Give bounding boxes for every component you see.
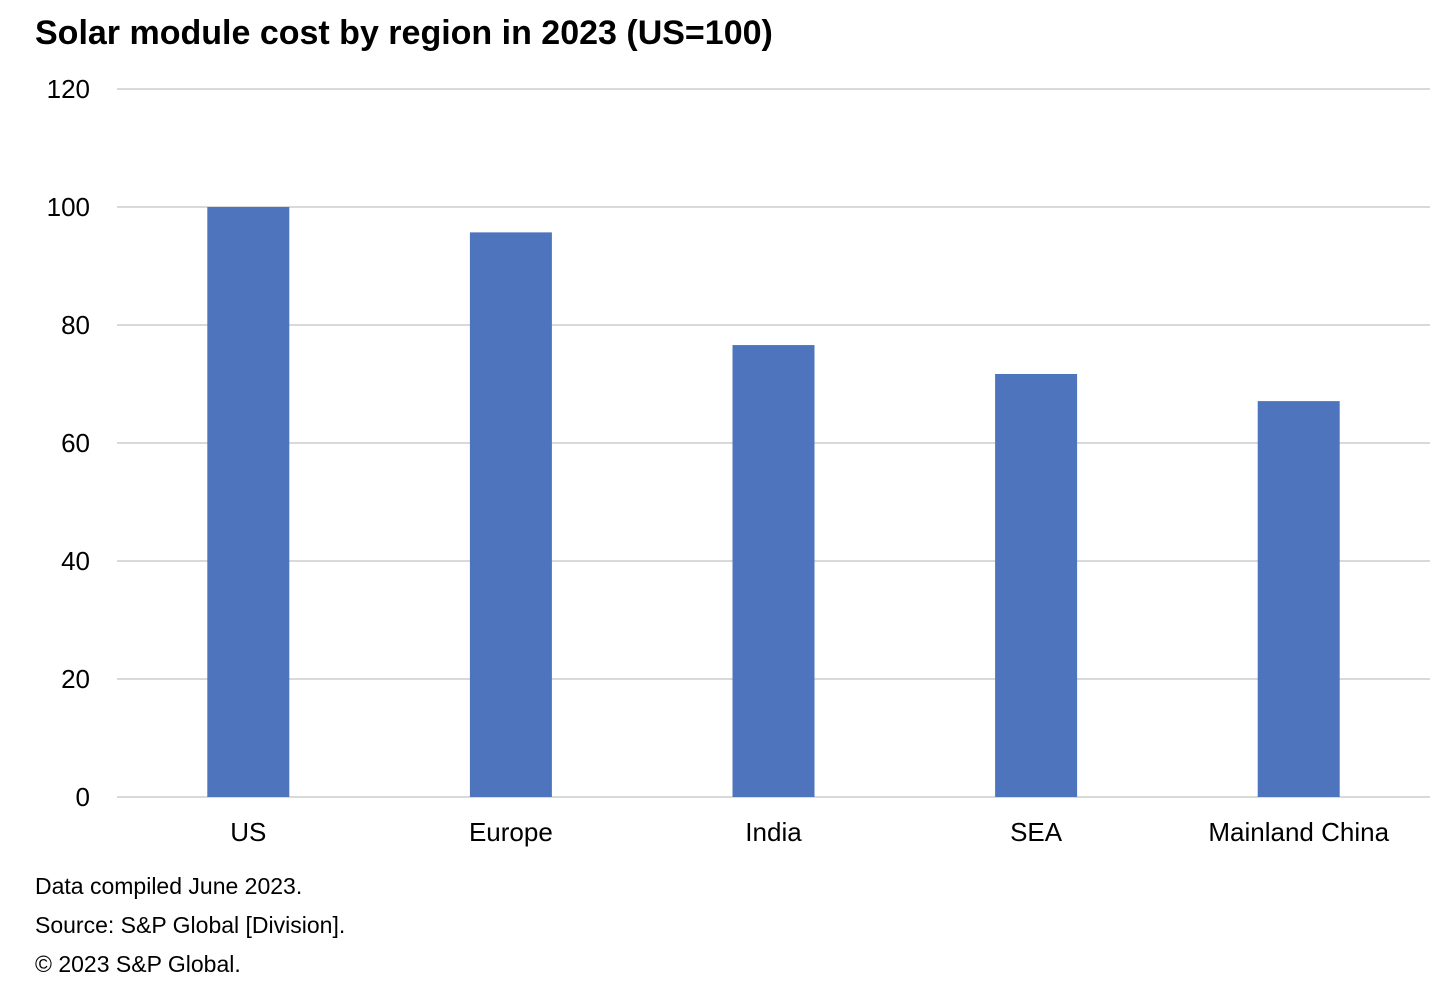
bar-india bbox=[732, 345, 815, 797]
bar-mainland-china bbox=[1257, 401, 1340, 797]
x-category-label: SEA bbox=[1010, 817, 1063, 847]
source-note: Source: S&P Global [Division]. bbox=[35, 912, 346, 938]
y-tick-label: 40 bbox=[61, 546, 90, 576]
x-category-label: Mainland China bbox=[1208, 817, 1389, 847]
y-tick-label: 80 bbox=[61, 310, 90, 340]
x-category-label: Europe bbox=[469, 817, 553, 847]
data-compiled-note: Data compiled June 2023. bbox=[35, 873, 303, 899]
bar-sea bbox=[995, 373, 1078, 797]
x-axis-category-labels: US Europe India SEA Mainland China bbox=[230, 817, 1389, 847]
x-category-label: India bbox=[745, 817, 802, 847]
y-tick-label: 0 bbox=[76, 782, 90, 812]
bar-europe bbox=[469, 232, 552, 797]
bars bbox=[207, 207, 1340, 797]
y-tick-label: 120 bbox=[47, 74, 90, 104]
y-tick-label: 60 bbox=[61, 428, 90, 458]
y-tick-label: 100 bbox=[47, 192, 90, 222]
y-tick-label: 20 bbox=[61, 664, 90, 694]
copyright-note: © 2023 S&P Global. bbox=[35, 951, 241, 977]
bar-us bbox=[207, 207, 290, 797]
y-axis-tick-labels: 0 20 40 60 80 100 120 bbox=[47, 74, 90, 812]
chart-title: Solar module cost by region in 2023 (US=… bbox=[35, 14, 773, 52]
x-category-label: US bbox=[230, 817, 266, 847]
